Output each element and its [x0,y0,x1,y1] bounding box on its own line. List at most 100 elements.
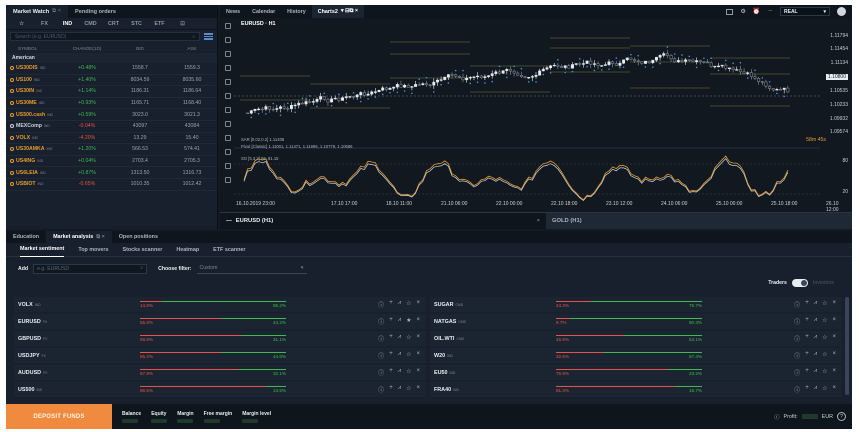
category-tab[interactable]: FX [41,20,48,27]
close-icon[interactable]: × [832,368,836,374]
bid-cell[interactable]: 2703.4 [132,158,148,165]
category-tab[interactable]: IND [62,20,73,27]
alarm-icon[interactable]: ⏰ [752,9,761,15]
chart-icon[interactable]: ⩘ [397,385,402,391]
category-tab[interactable]: ☆ [19,20,24,27]
sentiment-item[interactable]: FRA40 IND 81.3% 18.7% ⓘ + ⩘ ☆ × [430,382,842,397]
text-icon[interactable] [224,79,231,85]
add-icon[interactable]: + [805,385,809,391]
account-select[interactable]: REAL ▾ [780,7,830,16]
bid-cell[interactable]: 1558.7 [132,65,148,72]
magnet-icon[interactable] [224,135,231,141]
add-icon[interactable]: + [805,368,809,374]
info-icon[interactable]: ⓘ [794,320,801,326]
close-icon[interactable]: × [416,351,420,357]
rectangle-icon[interactable] [224,65,231,71]
bid-cell[interactable]: 566.53 [132,146,148,153]
sentiment-item[interactable]: US500 IND 86.5% 13.5% ⓘ + ⩘ ☆ × [14,382,426,397]
list-item[interactable]: US30IN IND +1.14% 1186.31 1186.64 [6,86,217,98]
sentiment-item[interactable]: AUDUSD FX 67.9% 32.1% ⓘ + ⩘ ☆ × [14,365,426,380]
ask-cell[interactable]: 3021.3 [184,111,200,118]
info-icon[interactable]: ⓘ [794,337,801,343]
help-icon[interactable]: ? [837,412,846,421]
close-icon[interactable]: × [416,368,420,374]
add-icon[interactable]: + [389,334,393,340]
list-item[interactable]: US6LEIA IND +0.87% 1313.50 1316.73 [6,167,217,179]
add-icon[interactable]: + [389,300,393,306]
close-icon[interactable]: × [416,317,420,323]
star-icon[interactable]: ☆ [822,386,828,392]
info-icon[interactable]: ⓘ [378,337,385,343]
add-icon[interactable]: + [389,351,393,357]
ask-cell[interactable]: 8035.60 [182,76,202,83]
ask-cell[interactable]: 15.40 [185,134,199,141]
tab-open-positions[interactable]: Open positions [118,234,158,240]
chart-icon[interactable]: ⩘ [813,317,818,323]
star-icon[interactable]: ☆ [822,335,828,341]
close-icon[interactable]: × [536,218,540,224]
ask-cell[interactable]: 1012.42 [182,181,202,188]
info-icon[interactable]: ⓘ [794,388,801,394]
tab-history[interactable]: History [287,8,306,15]
chart-icon[interactable]: ⩘ [397,300,402,306]
minimize-icon[interactable]: — [226,218,232,224]
tab-education[interactable]: Education [13,234,40,240]
add-symbol-input[interactable]: e.g. EURUSD ⌕ [33,263,148,274]
subtab-market-sentiment[interactable]: Market sentiment [20,243,65,257]
tab-market-analysis[interactable]: Market analysis ⧉ × [46,231,112,243]
info-icon[interactable]: ⓘ [794,303,801,309]
star-icon[interactable]: ☆ [822,301,828,307]
settings-icon[interactable]: ⚙ [740,9,746,15]
sentiment-item[interactable]: NATGAS CMD 9.7% 90.3% ⓘ + ⩘ ☆ × [430,314,842,329]
close-icon[interactable]: × [832,385,836,391]
info-icon[interactable]: ⓘ [378,303,385,309]
sentiment-item[interactable]: GBPUSD FX 68.9% 31.1% ⓘ + ⩘ ☆ × [14,331,426,346]
brush-icon[interactable] [224,107,231,113]
price-chart[interactable] [220,18,852,212]
subtab-top-movers[interactable]: Top movers [78,246,109,253]
chart-icon[interactable]: ⩘ [813,351,818,357]
chart-icon[interactable]: ⩘ [397,317,402,323]
category-tab[interactable]: CRT [107,20,120,27]
add-icon[interactable]: + [389,385,393,391]
star-icon[interactable]: ☆ [406,369,412,375]
deposit-funds-button[interactable]: DEPOSIT FUNDS [6,404,112,429]
info-icon[interactable]: ⓘ [378,388,385,394]
tab-news[interactable]: News [226,8,241,15]
bid-cell[interactable]: 1186.31 [130,88,150,95]
ask-cell[interactable]: 574.41 [184,146,200,153]
chart-tab-gold[interactable]: GOLD (H1) [546,213,852,229]
bid-cell[interactable]: 8034.59 [130,76,150,83]
sentiment-item[interactable]: SUGAR CMD 24.3% 75.7% ⓘ + ⩘ ☆ × [430,297,842,312]
close-icon[interactable]: × [832,334,836,340]
chart-icon[interactable]: ⩘ [813,368,818,374]
tab-calendar[interactable]: Calendar [252,8,276,15]
add-icon[interactable]: + [389,317,393,323]
close-icon[interactable]: × [832,351,836,357]
list-view-icon[interactable] [204,33,213,40]
sentiment-item[interactable]: USDJPY FX 55.2% 44.8% ⓘ + ⩘ ☆ × [14,348,426,363]
star-icon[interactable]: ☆ [406,386,412,392]
close-icon[interactable]: × [832,317,836,323]
chart-icon[interactable]: ⩘ [397,351,402,357]
info-icon[interactable]: ⓘ [378,354,385,360]
scrollbar[interactable] [845,297,849,395]
subtab-etf-scanner[interactable]: ETF scanner [213,246,246,253]
add-icon[interactable]: + [805,334,809,340]
ask-cell[interactable]: 1168.40 [182,100,202,107]
category-tab[interactable]: ⊡ [180,20,185,27]
category-tab[interactable]: CMD [84,20,97,27]
info-icon[interactable]: ⓘ [774,414,780,421]
star-icon[interactable]: ☆ [822,369,828,375]
star-icon[interactable]: ☆ [822,318,828,324]
traders-investors-toggle[interactable] [791,279,808,287]
info-icon[interactable]: ⓘ [378,320,385,326]
horizontal-line-icon[interactable] [224,51,231,57]
bid-cell[interactable]: 1165.71 [130,100,150,107]
search-input[interactable]: Search (e.g. EURUSD) ⌕ [10,32,200,41]
trash-icon[interactable] [224,163,231,169]
info-icon[interactable]: ⓘ [378,371,385,377]
ask-cell[interactable]: 1186.64 [182,88,202,95]
close-icon[interactable]: × [832,300,836,306]
chart-icon[interactable]: ⩘ [813,385,818,391]
